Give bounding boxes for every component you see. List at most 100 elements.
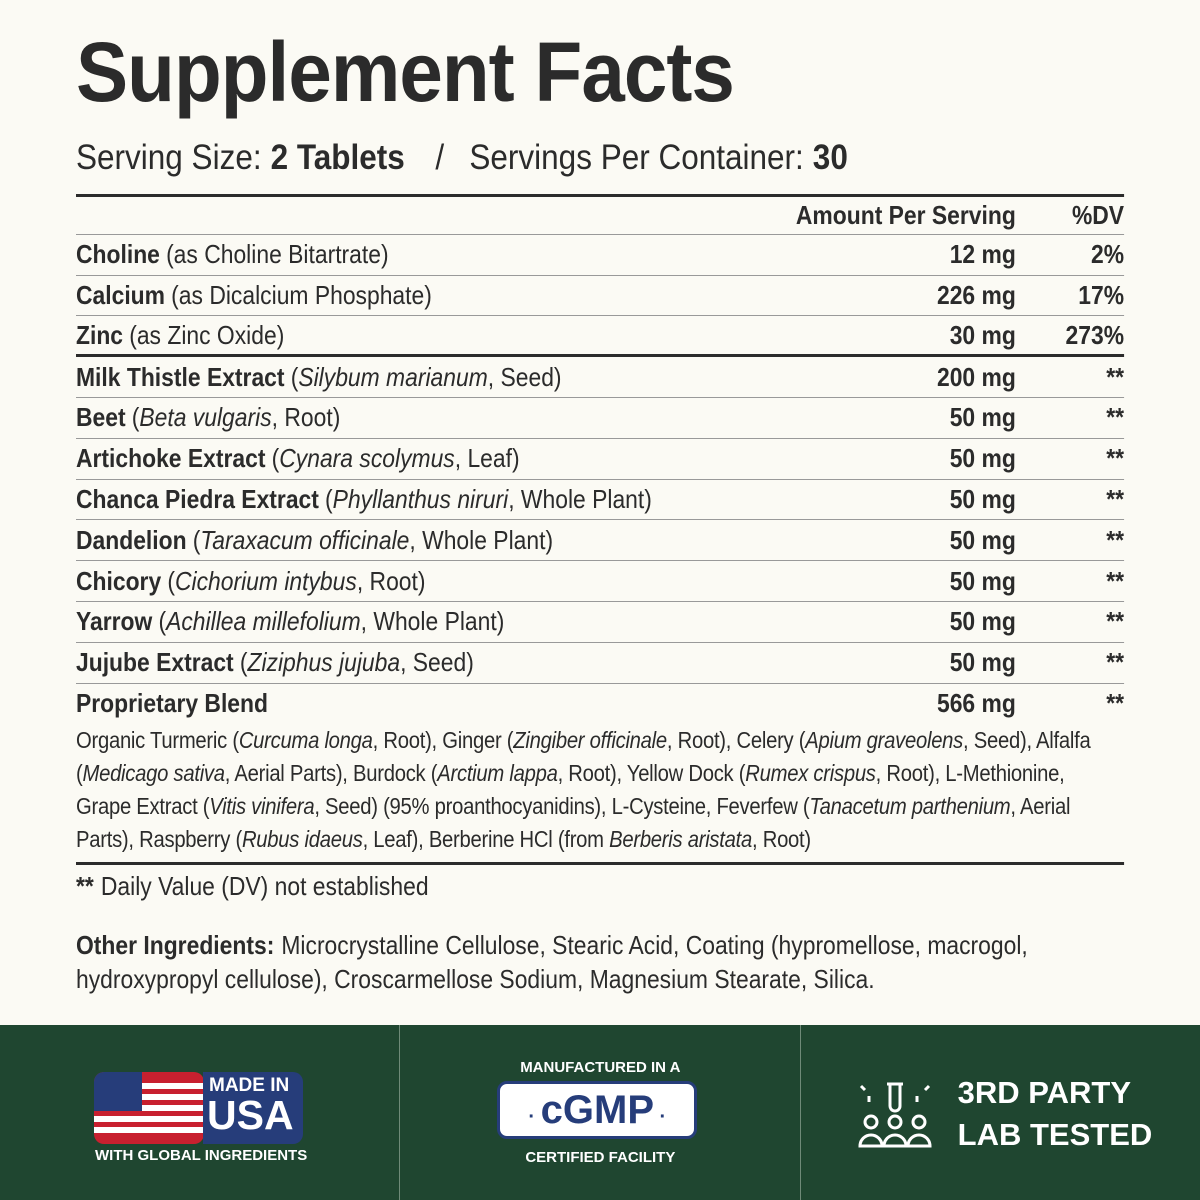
- ingredient: Calcium (as Dicalcium Phosphate): [76, 280, 787, 311]
- cgmp-top: MANUFACTURED IN A: [520, 1059, 681, 1076]
- italic-segment: Zingiber officinale: [513, 727, 667, 754]
- footnote: ** Daily Value (DV) not established: [76, 871, 1124, 902]
- ingredient-row: Zinc (as Zinc Oxide) 30 mg 273%: [76, 316, 1125, 358]
- servings-per: 30: [812, 138, 848, 177]
- usa-caption: WITH GLOBAL INGREDIENTS: [95, 1147, 308, 1164]
- text-segment: , Seed): [400, 647, 474, 678]
- title: Supplement Facts: [76, 25, 735, 119]
- ingredient: Choline (as Choline Bitartrate): [76, 239, 787, 270]
- ingredient-name: Milk Thistle Extract: [76, 361, 285, 392]
- amount: 50 mg: [949, 443, 1016, 474]
- usa-box: [203, 1072, 303, 1144]
- cgmp-caption: CERTIFIED FACILITY: [525, 1149, 676, 1166]
- daily-value: 17%: [1078, 279, 1125, 310]
- blend-dv: **: [1106, 688, 1125, 719]
- badge-band: MADE IN USA WITH GLOBAL INGREDIENTS MANU…: [0, 1025, 1200, 1200]
- italic-segment: Rumex crispus: [745, 760, 876, 787]
- lab-icon: [858, 1082, 932, 1148]
- servings-per-label: Servings Per Container:: [469, 138, 804, 177]
- text-segment: (: [271, 443, 280, 474]
- amount: 50 mg: [949, 483, 1016, 514]
- italic-segment: Apium graveolens: [805, 727, 964, 754]
- header-dv: %DV: [1071, 199, 1125, 230]
- ingredient-row: Artichoke Extract (Cynara scolymus, Leaf)…: [76, 439, 1125, 480]
- daily-value: **: [1106, 647, 1125, 678]
- other-ingredients: Other Ingredients: Microcrystalline Cellu…: [76, 928, 1124, 996]
- amount: 50 mg: [949, 565, 1016, 596]
- italic-segment: Beta vulgaris: [139, 402, 272, 433]
- lab-line1: 3RD PARTY: [957, 1075, 1132, 1110]
- italic-segment: Ziziphus jujuba: [247, 647, 401, 678]
- text-segment: , Seed): [487, 361, 562, 392]
- text-segment: , Aerial Parts), Burdock (: [224, 760, 438, 787]
- usa-badge: MADE IN USA WITH GLOBAL INGREDIENTS: [0, 1025, 399, 1200]
- flag-icon: [94, 1072, 204, 1144]
- text-segment: , Root), Ginger (: [372, 727, 514, 754]
- ingredient: Artichoke Extract (Cynara scolymus, Leaf): [76, 443, 787, 474]
- made-in: MADE IN: [209, 1075, 290, 1096]
- italic-segment: Rubus idaeus: [241, 826, 363, 853]
- text-segment: , Whole Plant): [360, 606, 505, 637]
- text-segment: , Root): [271, 402, 341, 433]
- text-segment: , Leaf), Berberine HCl (from: [362, 826, 610, 853]
- italic-segment: Medicago sativa: [82, 760, 225, 787]
- text-segment: , Root): [356, 565, 426, 596]
- text-segment: (: [290, 361, 299, 392]
- blend-description: Organic Turmeric (Curcuma longa, Root), …: [76, 724, 1125, 866]
- footnote-text: Daily Value (DV) not established: [100, 871, 429, 902]
- blend-row: Proprietary Blend 566 mg **: [76, 684, 1124, 725]
- text-segment: , Root), L-Methionine, Grape Extract (: [76, 760, 1065, 820]
- amount: 200 mg: [936, 361, 1016, 392]
- header-row: Amount Per Serving %DV: [76, 194, 1125, 235]
- blend-name: Proprietary Blend: [76, 688, 268, 719]
- amount: 50 mg: [949, 606, 1016, 637]
- ingredient: Chicory (Cichorium intybus, Root): [76, 566, 787, 597]
- amount: 50 mg: [949, 524, 1016, 555]
- facts-table: Amount Per Serving %DV Choline (as Cholin…: [76, 194, 1125, 996]
- daily-value: **: [1106, 565, 1125, 596]
- text-segment: , Seed) (95% proanthocyanidins), L-Cyste…: [314, 793, 810, 820]
- text-segment: (: [158, 606, 167, 637]
- italic-segment: Curcuma longa: [238, 727, 373, 754]
- italic-segment: Arctium lappa: [437, 760, 558, 787]
- italic-segment: Cynara scolymus: [279, 443, 455, 474]
- text-segment: (: [239, 647, 248, 678]
- text-segment: (: [131, 402, 140, 433]
- text-segment: (as Dicalcium Phosphate): [171, 279, 432, 310]
- serving-line: Serving Size: 2 Tablets / Servings Per Cont…: [76, 138, 848, 178]
- ingredient-row: Calcium (as Dicalcium Phosphate) 226 mg 17%: [76, 276, 1125, 317]
- text-segment: , Whole Plant): [409, 524, 554, 555]
- ingredient-name: Chanca Piedra Extract: [76, 483, 319, 514]
- ingredient-row: Choline (as Choline Bitartrate) 12 mg 2%: [76, 235, 1125, 276]
- ingredient-row: Chicory (Cichorium intybus, Root) 50 mg **: [76, 561, 1125, 602]
- cgmp-badge: MANUFACTURED IN A · cGMP · CERTIFIED FAC…: [399, 1025, 799, 1200]
- text-segment: , Whole Plant): [508, 483, 652, 514]
- amount: 226 mg: [936, 279, 1016, 310]
- separator: /: [435, 138, 445, 177]
- ingredient-row: Jujube Extract (Ziziphus jujuba, Seed) 50 …: [76, 643, 1125, 684]
- text-segment: , Seed), Alfalfa (: [76, 727, 1091, 787]
- ingredient-row: Milk Thistle Extract (Silybum marianum, S…: [76, 357, 1125, 398]
- italic-segment: Achillea millefolium: [166, 606, 361, 637]
- text-segment: (: [192, 524, 201, 555]
- amount: 50 mg: [949, 647, 1016, 678]
- text-segment: Organic Turmeric (: [76, 727, 239, 754]
- serving-size: 2 Tablets: [270, 138, 405, 177]
- cgmp: cGMP: [540, 1088, 654, 1132]
- ingredient: Milk Thistle Extract (Silybum marianum, S…: [76, 362, 787, 393]
- italic-segment: Tanacetum parthenium: [809, 793, 1011, 820]
- other-text: Microcrystalline Cellulose, Stearic Acid…: [76, 930, 1028, 995]
- ingredient: Jujube Extract (Ziziphus jujuba, Seed): [76, 647, 787, 678]
- ingredient-name: Calcium: [76, 279, 166, 310]
- ingredient: Zinc (as Zinc Oxide): [76, 320, 787, 351]
- italic-segment: Taraxacum officinale: [200, 524, 410, 555]
- lab-badge: 3RD PARTY LAB TESTED: [799, 1025, 1200, 1200]
- ingredient-row: Chanca Piedra Extract (Phyllanthus niruri…: [76, 480, 1125, 521]
- serving-size-label: Serving Size:: [76, 138, 262, 177]
- daily-value: **: [1106, 361, 1125, 392]
- daily-value: **: [1106, 402, 1125, 433]
- amount: 30 mg: [949, 319, 1016, 350]
- text-segment: (as Zinc Oxide): [129, 319, 285, 350]
- ingredient: Yarrow (Achillea millefolium, Whole Plant…: [76, 606, 787, 637]
